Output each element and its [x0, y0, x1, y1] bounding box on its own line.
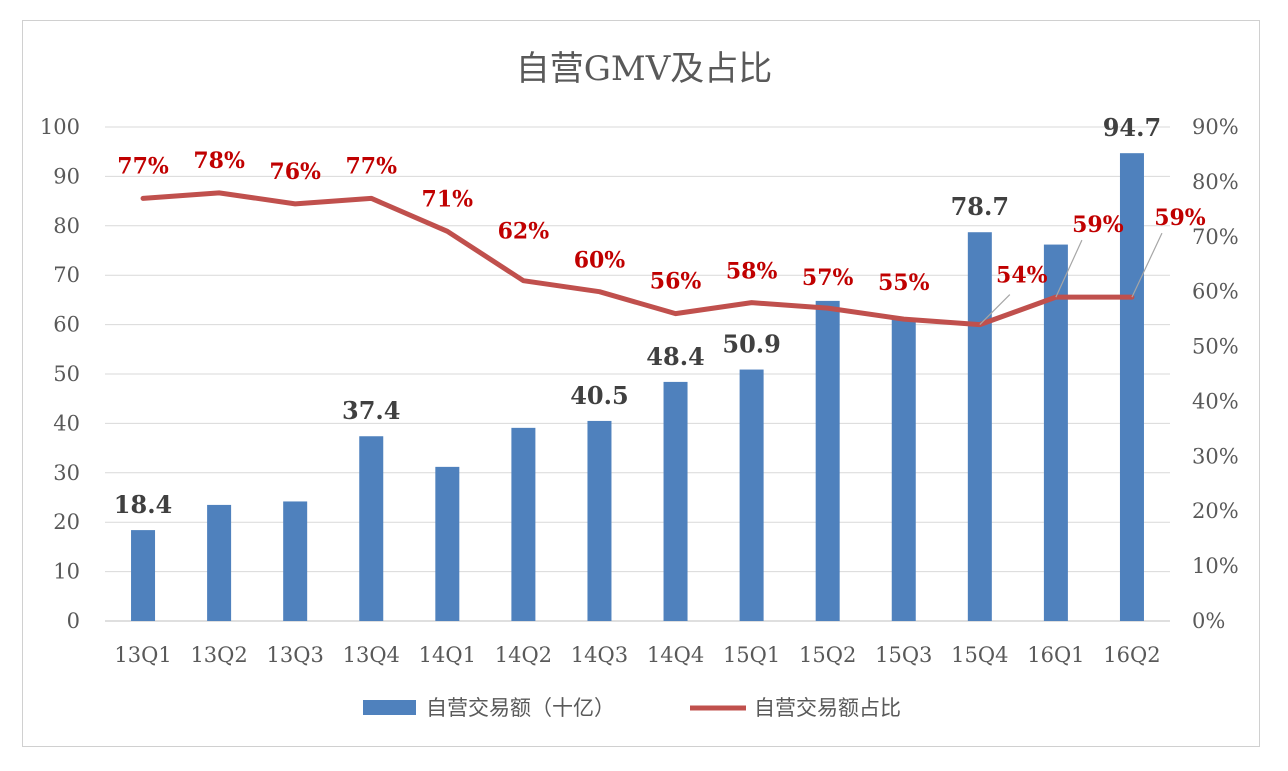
bar	[435, 466, 460, 621]
legend-bar-label: 自营交易额（十亿）	[426, 696, 615, 720]
x-tick-label: 13Q4	[343, 643, 400, 667]
x-tick-label: 13Q2	[190, 643, 247, 667]
legend: 自营交易额（十亿） 自营交易额占比	[363, 696, 901, 720]
data-labels: 18.4 37.4 40.5 48.4 50.9 78.7 94.7 77% 78% 76% 77%…	[114, 113, 1206, 519]
bar	[283, 501, 308, 621]
y-right-tick-label: 20%	[1192, 499, 1239, 523]
bar-series	[131, 153, 1144, 622]
x-tick-label: 16Q1	[1027, 643, 1084, 667]
y-right-tick-label: 50%	[1192, 335, 1239, 359]
y-left-tick-label: 40	[53, 411, 80, 435]
bar-data-label: 18.4	[114, 490, 172, 519]
bar	[967, 232, 992, 622]
y-right-tick-label: 0%	[1192, 609, 1225, 633]
y-left-tick-label: 0	[67, 609, 80, 633]
leader-line	[1055, 239, 1083, 298]
axis-labels: 0 10 20 30 40 50 60 70 80 90 100 0% 10% 20% 30% 40% 50% 6…	[40, 115, 1239, 667]
bar	[1119, 153, 1144, 621]
line-data-label: 78%	[193, 148, 245, 174]
line-data-label: 59%	[1154, 205, 1206, 231]
line-data-label: 76%	[269, 159, 321, 185]
bar	[891, 318, 916, 621]
y-right-tick-label: 10%	[1192, 554, 1239, 578]
line-data-label: 77%	[117, 153, 169, 179]
y-right-tick-label: 40%	[1192, 389, 1239, 413]
line-data-label: 57%	[802, 265, 854, 291]
y-left-tick-label: 20	[53, 510, 80, 534]
line-data-label: 56%	[650, 269, 702, 295]
bar	[131, 530, 156, 621]
line-data-label: 60%	[574, 248, 626, 274]
bar-data-label: 48.4	[646, 342, 704, 371]
leader-line	[1131, 232, 1163, 298]
x-tick-label: 14Q1	[419, 643, 476, 667]
line-data-label: 54%	[996, 263, 1048, 289]
x-tick-label: 15Q4	[951, 643, 1008, 667]
y-left-tick-label: 70	[53, 263, 80, 287]
bar-data-label: 78.7	[951, 192, 1009, 221]
line-data-label: 77%	[345, 153, 397, 179]
x-tick-label: 15Q1	[723, 643, 780, 667]
line-series	[140, 190, 1135, 328]
y-left-tick-label: 90	[53, 164, 80, 188]
y-left-tick-label: 30	[53, 461, 80, 485]
line-data-label: 71%	[422, 186, 474, 212]
y-left-tick-label: 60	[53, 313, 80, 337]
x-tick-label: 15Q3	[875, 643, 932, 667]
x-tick-label: 13Q1	[114, 643, 171, 667]
bar	[359, 436, 384, 621]
bar	[207, 504, 232, 621]
y-left-tick-label: 80	[53, 214, 80, 238]
bar-data-label: 40.5	[570, 381, 628, 410]
x-tick-label: 15Q2	[799, 643, 856, 667]
y-right-tick-label: 30%	[1192, 444, 1239, 468]
y-left-tick-label: 50	[53, 362, 80, 386]
bar	[511, 427, 536, 621]
bar-data-label: 37.4	[342, 396, 400, 425]
legend-line-label: 自营交易额占比	[754, 696, 901, 720]
y-right-tick-label: 70%	[1192, 225, 1239, 249]
bar	[587, 420, 612, 621]
bar	[1043, 244, 1068, 621]
chart-title: 自营GMV及占比	[516, 49, 773, 89]
bar	[663, 381, 688, 621]
line-path	[140, 190, 1135, 328]
x-tick-label: 14Q3	[571, 643, 628, 667]
line-data-label: 62%	[498, 219, 550, 245]
bar	[815, 300, 840, 621]
line-data-label: 58%	[726, 259, 778, 285]
line-data-label: 55%	[878, 270, 930, 296]
gridlines	[105, 126, 1170, 622]
y-right-tick-label: 60%	[1192, 280, 1239, 304]
line-data-label: 59%	[1072, 212, 1124, 238]
leader-line	[979, 294, 1011, 326]
leader-lines	[979, 232, 1163, 326]
y-left-tick-label: 100	[40, 115, 80, 139]
y-right-tick-label: 80%	[1192, 170, 1239, 194]
x-tick-label: 13Q3	[267, 643, 324, 667]
x-tick-label: 16Q2	[1103, 643, 1160, 667]
bar	[739, 369, 764, 621]
y-right-tick-label: 90%	[1192, 115, 1239, 139]
bar-data-label: 94.7	[1103, 113, 1161, 142]
x-tick-label: 14Q2	[495, 643, 552, 667]
y-left-tick-label: 10	[53, 560, 80, 584]
bar-data-label: 50.9	[722, 330, 780, 359]
x-tick-label: 14Q4	[647, 643, 704, 667]
legend-bar-swatch	[363, 700, 416, 715]
